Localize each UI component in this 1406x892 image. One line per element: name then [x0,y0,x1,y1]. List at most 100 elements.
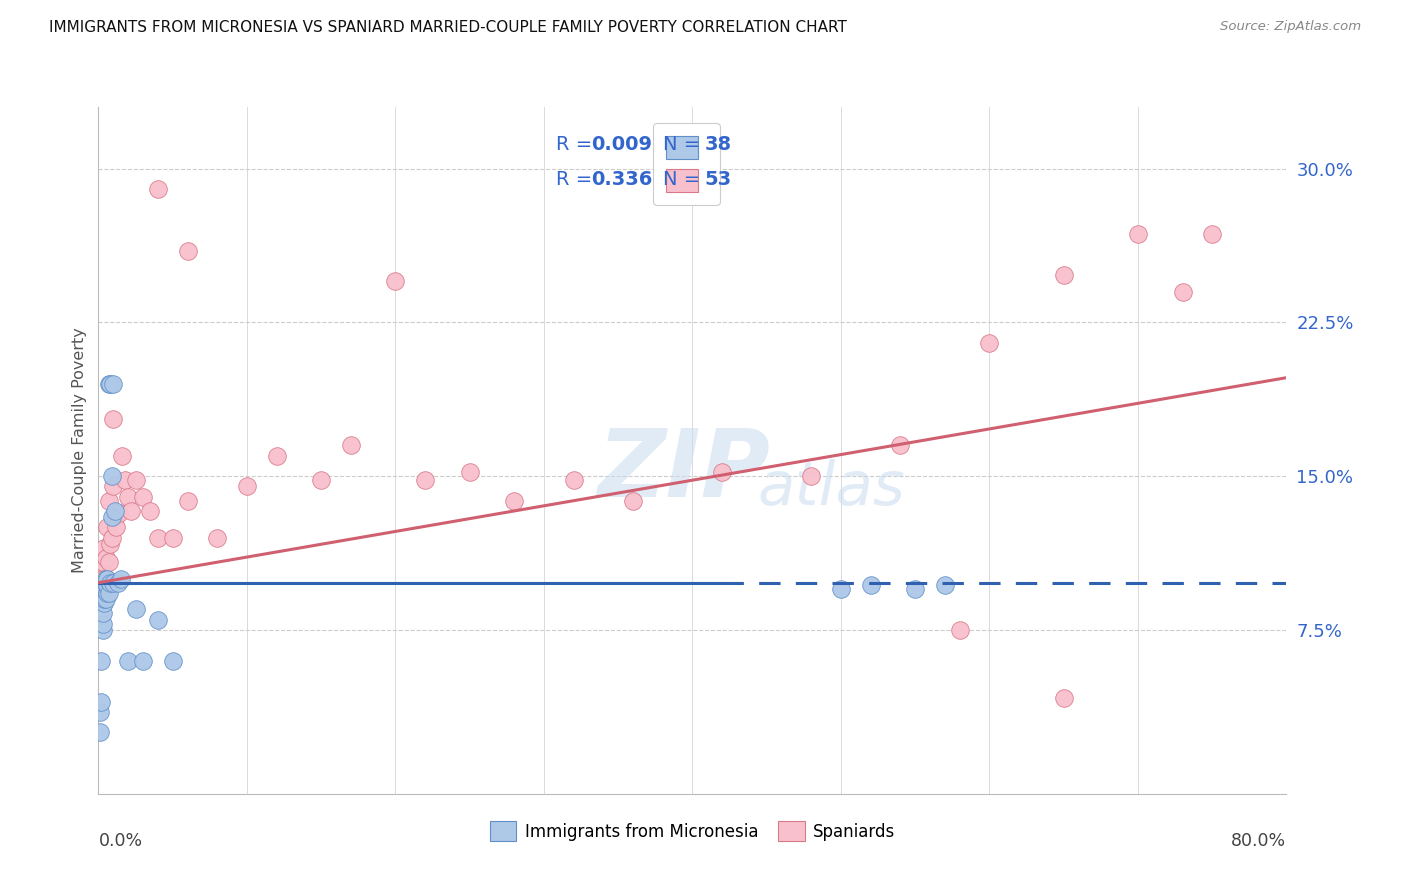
Text: R =: R = [555,136,599,154]
Point [889,438,911,452]
Point [110,572,132,586]
Point [103,575,125,590]
Y-axis label: Married-Couple Family Poverty: Married-Couple Family Poverty [72,327,87,574]
Point [711,465,734,479]
Point [91,607,114,621]
Point [104,510,127,524]
Point [1126,227,1149,242]
Point [93,541,115,555]
Point [93,596,115,610]
Point [176,493,198,508]
Point [91,623,114,637]
Point [120,504,142,518]
Point [1053,690,1076,705]
Point [979,335,1001,350]
Point [176,244,198,258]
Point [104,504,127,518]
Point [91,616,114,631]
Point [94,575,117,590]
Text: 0.336: 0.336 [592,169,652,189]
Point [90,582,112,596]
Point [1053,268,1076,282]
Point [97,493,120,508]
Point [96,572,118,586]
Point [139,504,162,518]
Point [309,473,332,487]
Point [108,506,131,520]
Point [89,588,111,602]
Text: N =: N = [662,136,706,154]
Point [114,473,136,487]
Text: 53: 53 [704,169,731,189]
Point [93,592,115,607]
Point [107,575,129,590]
Text: 80.0%: 80.0% [1232,831,1286,850]
Point [236,479,259,493]
Point [97,376,120,391]
Point [94,575,117,590]
Point [562,473,585,487]
Point [413,473,436,487]
Point [91,555,114,569]
Point [132,654,155,668]
Point [90,654,112,668]
Point [96,586,118,600]
Text: N =: N = [662,169,706,189]
Point [90,695,112,709]
Point [117,490,139,504]
Point [340,438,363,452]
Point [93,572,115,586]
Point [146,531,169,545]
Point [96,572,118,586]
Point [89,725,111,739]
Point [1171,285,1194,299]
Point [1201,227,1223,242]
Point [103,376,125,391]
Text: Source: ZipAtlas.com: Source: ZipAtlas.com [1220,20,1361,33]
Point [934,578,956,592]
Text: 0.009: 0.009 [592,136,652,154]
Point [904,582,927,596]
Text: IMMIGRANTS FROM MICRONESIA VS SPANIARD MARRIED-COUPLE FAMILY POVERTY CORRELATION: IMMIGRANTS FROM MICRONESIA VS SPANIARD M… [49,20,846,35]
Point [503,493,526,508]
Point [146,182,169,196]
Point [124,473,146,487]
Point [105,520,128,534]
Point [98,376,121,391]
Point [97,586,120,600]
Point [103,411,125,425]
Point [91,592,114,607]
Text: R =: R = [555,169,599,189]
Point [384,274,406,288]
Text: 0.0%: 0.0% [98,831,142,850]
Point [162,654,184,668]
Point [94,582,117,596]
Point [205,531,228,545]
Point [96,520,118,534]
Point [101,469,124,483]
Point [94,551,117,566]
Text: ZIP: ZIP [598,425,770,517]
Point [98,537,121,551]
Point [266,449,288,463]
Text: atlas: atlas [758,458,905,517]
Point [91,582,114,596]
Point [162,531,184,545]
Point [124,602,146,616]
Point [94,592,117,607]
Point [103,479,125,493]
Point [458,465,481,479]
Point [800,469,823,483]
Point [93,586,115,600]
Point [132,490,155,504]
Point [101,510,124,524]
Point [94,572,117,586]
Point [117,654,139,668]
Point [96,578,118,592]
Point [97,555,120,569]
Point [98,575,121,590]
Point [949,623,972,637]
Point [621,493,644,508]
Point [89,705,111,719]
Point [859,578,882,592]
